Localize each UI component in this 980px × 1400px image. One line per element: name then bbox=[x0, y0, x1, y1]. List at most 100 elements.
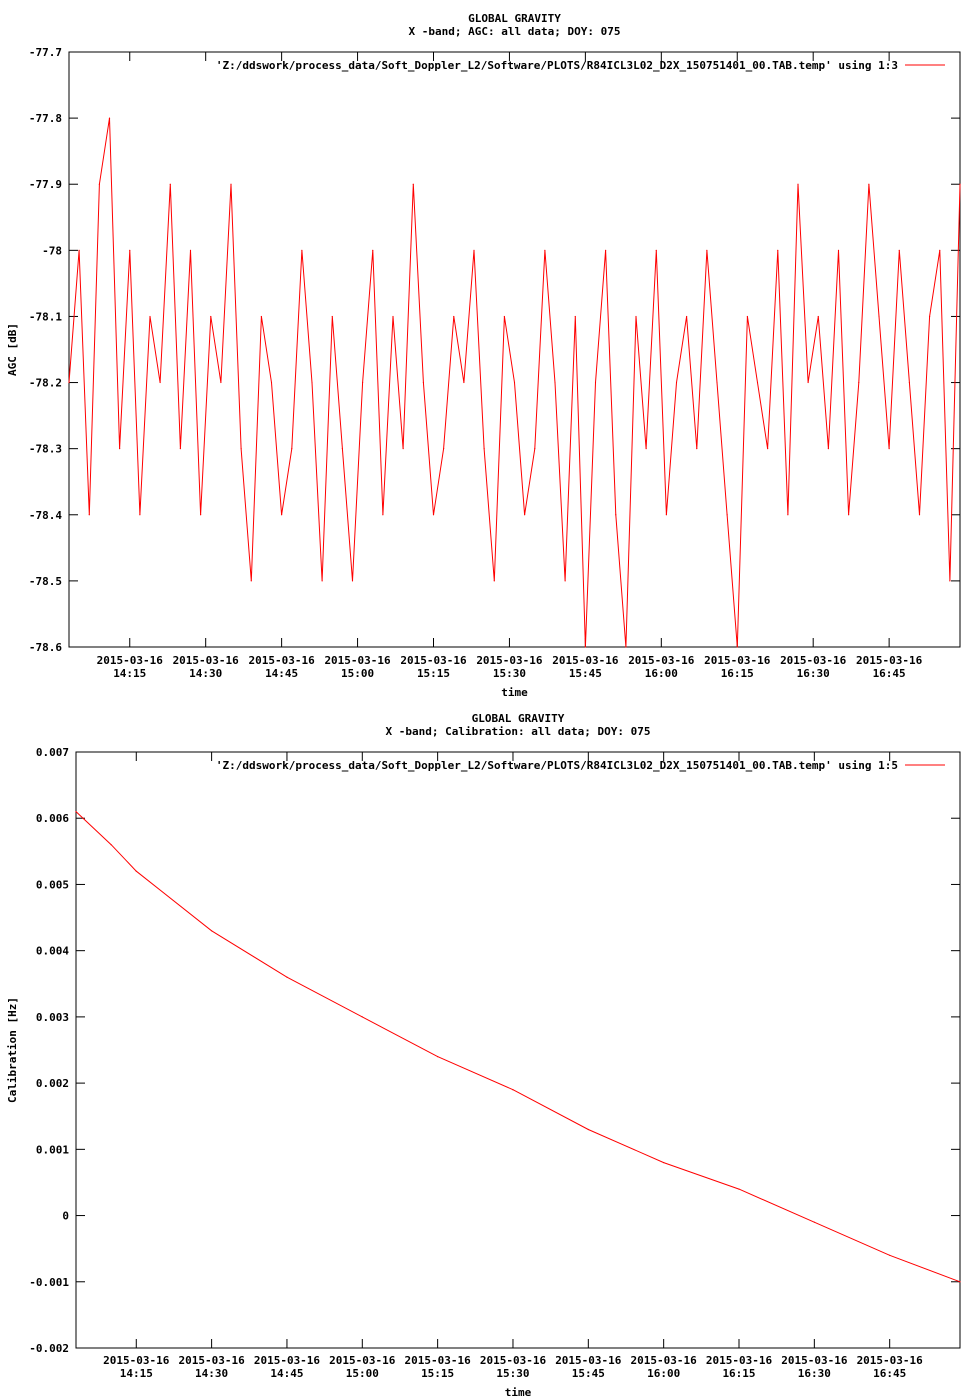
legend-label: 'Z:/ddswork/process_data/Soft_Doppler_L2… bbox=[216, 759, 898, 772]
data-point bbox=[270, 381, 273, 384]
data-point bbox=[422, 381, 424, 384]
data-point bbox=[210, 315, 212, 318]
x-tick-date: 2015-03-16 bbox=[631, 1354, 698, 1367]
data-point bbox=[98, 183, 100, 185]
data-point bbox=[372, 249, 374, 251]
data-point bbox=[534, 448, 536, 450]
data-point bbox=[635, 315, 637, 318]
data-point bbox=[524, 514, 526, 516]
y-tick-label: 0.007 bbox=[36, 746, 69, 759]
data-point bbox=[189, 249, 192, 251]
legend-label: 'Z:/ddswork/process_data/Soft_Doppler_L2… bbox=[216, 59, 898, 72]
data-point bbox=[797, 183, 799, 185]
data-point bbox=[594, 381, 597, 384]
data-point bbox=[493, 580, 495, 582]
x-tick-time: 14:15 bbox=[120, 1367, 153, 1380]
data-point bbox=[483, 448, 485, 450]
y-tick-label: -0.001 bbox=[29, 1276, 69, 1289]
chart-subtitle: X -band; Calibration: all data; DOY: 075 bbox=[386, 725, 651, 738]
data-point bbox=[716, 381, 718, 384]
y-tick-label: -78.4 bbox=[29, 509, 62, 522]
x-tick-time: 15:45 bbox=[569, 667, 602, 680]
data-point bbox=[149, 315, 151, 318]
data-point bbox=[837, 249, 840, 251]
data-point bbox=[868, 183, 870, 185]
data-point bbox=[88, 514, 90, 516]
x-tick-time: 14:45 bbox=[265, 667, 298, 680]
data-point bbox=[437, 1056, 439, 1058]
data-point bbox=[929, 315, 931, 318]
x-tick-time: 15:30 bbox=[496, 1367, 529, 1380]
x-tick-date: 2015-03-16 bbox=[476, 654, 543, 667]
x-tick-date: 2015-03-16 bbox=[781, 1354, 848, 1367]
data-point bbox=[858, 381, 860, 384]
data-point bbox=[230, 183, 232, 185]
data-point bbox=[908, 381, 910, 384]
x-tick-date: 2015-03-16 bbox=[97, 654, 164, 667]
data-point bbox=[574, 315, 576, 318]
plot-frame bbox=[68, 51, 961, 648]
data-point bbox=[392, 315, 394, 318]
data-point bbox=[301, 249, 303, 251]
x-tick-date: 2015-03-16 bbox=[706, 1354, 773, 1367]
data-point bbox=[696, 448, 698, 450]
x-tick-time: 16:15 bbox=[721, 667, 754, 680]
data-point bbox=[889, 1254, 891, 1256]
x-tick-date: 2015-03-16 bbox=[704, 654, 771, 667]
x-tick-time: 15:30 bbox=[493, 667, 526, 680]
data-point bbox=[554, 381, 556, 384]
data-point bbox=[139, 514, 141, 516]
y-tick-label: -77.8 bbox=[29, 112, 62, 125]
x-tick-date: 2015-03-16 bbox=[555, 1354, 622, 1367]
x-tick-time: 14:15 bbox=[113, 667, 146, 680]
y-tick-label: 0 bbox=[62, 1210, 69, 1223]
x-tick-time: 15:15 bbox=[421, 1367, 454, 1380]
x-tick-time: 15:00 bbox=[346, 1367, 379, 1380]
data-point bbox=[281, 514, 283, 516]
x-tick-time: 14:30 bbox=[189, 667, 222, 680]
data-point bbox=[544, 249, 546, 251]
x-tick-date: 2015-03-16 bbox=[329, 1354, 396, 1367]
data-point bbox=[827, 448, 829, 450]
x-tick-date: 2015-03-16 bbox=[857, 1354, 924, 1367]
data-point bbox=[738, 1188, 740, 1190]
y-tick-label: -78.1 bbox=[29, 310, 62, 323]
data-point bbox=[655, 249, 657, 251]
data-point bbox=[787, 514, 789, 516]
data-point bbox=[78, 249, 80, 251]
y-axis-label: AGC [dB] bbox=[6, 323, 19, 376]
data-point bbox=[663, 1161, 665, 1164]
y-tick-label: -78.5 bbox=[29, 575, 62, 588]
data-point bbox=[463, 381, 465, 384]
data-point bbox=[878, 315, 880, 318]
data-point bbox=[159, 381, 161, 384]
data-point bbox=[331, 315, 333, 318]
x-tick-date: 2015-03-16 bbox=[480, 1354, 547, 1367]
data-point bbox=[129, 249, 131, 251]
data-point bbox=[179, 448, 181, 450]
data-point bbox=[503, 315, 505, 318]
data-point bbox=[615, 514, 617, 516]
data-point bbox=[311, 381, 313, 384]
data-point bbox=[564, 580, 566, 582]
data-point bbox=[321, 580, 323, 582]
data-point bbox=[706, 249, 708, 251]
data-point bbox=[240, 448, 242, 450]
data-point bbox=[432, 514, 435, 516]
data-point bbox=[135, 870, 137, 872]
data-point bbox=[959, 183, 961, 185]
x-tick-date: 2015-03-16 bbox=[249, 654, 316, 667]
data-point bbox=[200, 514, 202, 516]
y-tick-label: -78.6 bbox=[29, 641, 62, 654]
x-tick-time: 14:30 bbox=[195, 1367, 228, 1380]
x-tick-date: 2015-03-16 bbox=[173, 654, 240, 667]
x-tick-date: 2015-03-16 bbox=[178, 1354, 245, 1367]
data-point bbox=[625, 646, 627, 648]
data-point bbox=[605, 249, 607, 251]
data-point bbox=[351, 580, 354, 582]
data-point bbox=[110, 844, 112, 846]
data-point bbox=[402, 448, 404, 450]
x-axis-label: time bbox=[505, 1386, 532, 1399]
